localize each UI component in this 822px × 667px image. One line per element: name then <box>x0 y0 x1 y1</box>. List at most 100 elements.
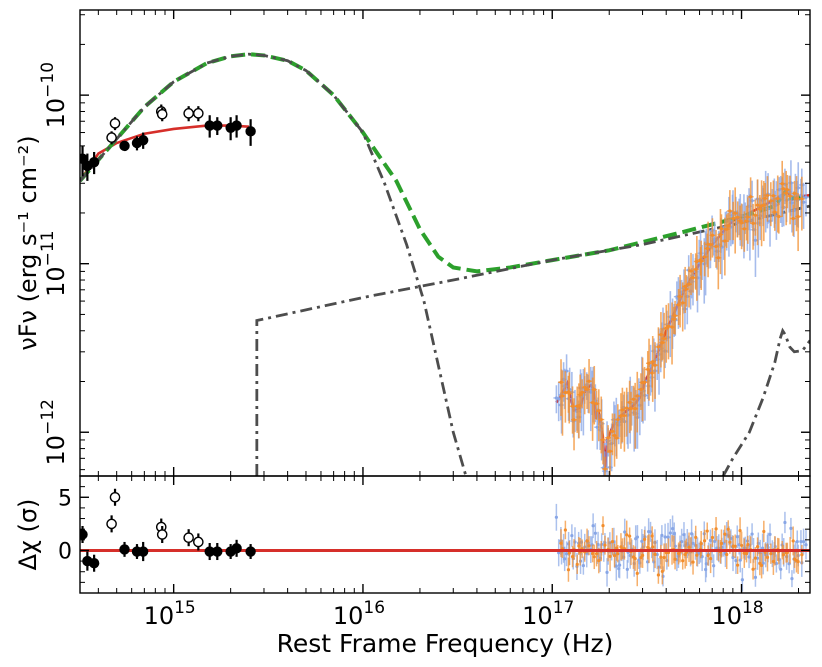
data-point <box>792 191 797 195</box>
data-point <box>592 387 596 392</box>
data-point <box>800 197 804 201</box>
data-point <box>687 282 691 286</box>
xray-residual <box>597 547 601 574</box>
residual-point <box>790 577 794 581</box>
xray-residual <box>659 544 663 570</box>
data-point <box>616 417 620 422</box>
xray-point <box>672 300 679 335</box>
residual-point <box>750 532 754 536</box>
xray-point <box>652 342 659 399</box>
data-point <box>662 336 666 341</box>
data-point <box>583 385 587 389</box>
xray-residual <box>758 551 762 576</box>
xray-point <box>770 180 777 215</box>
xray-residual <box>673 548 677 570</box>
data-point <box>572 418 576 422</box>
data-point <box>664 326 668 330</box>
residual-point <box>725 552 729 557</box>
xray-residual <box>653 540 657 569</box>
residual-point <box>705 529 709 533</box>
residual-point <box>783 520 787 525</box>
data-point <box>736 215 740 219</box>
data-point <box>585 387 589 391</box>
xray-line-component <box>721 327 810 476</box>
data-point <box>716 256 720 260</box>
residual-point <box>719 541 724 546</box>
optical-uv-open-point <box>106 131 117 145</box>
residual-point <box>612 553 617 558</box>
tick-base: 10 <box>42 435 70 466</box>
xray-point <box>774 175 781 233</box>
residual-point <box>734 558 738 563</box>
tick-exponent: 17 <box>553 598 575 618</box>
residual-point <box>635 571 639 575</box>
x-axis-label: Rest Frame Frequency (Hz) <box>277 629 614 658</box>
xray-residual <box>594 540 599 567</box>
residual-point <box>759 563 764 568</box>
data-point <box>691 276 695 280</box>
residual-point <box>623 530 627 534</box>
xray-point <box>732 187 739 254</box>
data-point <box>723 239 727 243</box>
xray-point <box>709 218 716 258</box>
data-point <box>557 397 561 401</box>
tick-exponent: 16 <box>363 598 385 618</box>
residual-point <box>594 552 599 556</box>
tick-base: 10 <box>42 266 70 297</box>
residual-point <box>736 563 740 567</box>
xray-point <box>598 396 605 454</box>
xray-residual <box>591 544 595 563</box>
xray-point <box>698 240 705 290</box>
residual-point <box>106 518 117 530</box>
data-point <box>608 449 612 453</box>
data-point <box>790 201 794 205</box>
xray-residual <box>740 567 744 592</box>
residual-point <box>581 563 585 568</box>
xray-residual <box>768 523 772 546</box>
tick-base: 10 <box>522 602 553 630</box>
xray-residual <box>581 556 585 575</box>
residual-point <box>755 545 760 549</box>
xray-point <box>790 204 797 236</box>
residual-point <box>789 526 793 530</box>
residual-point <box>567 551 571 555</box>
residual-point <box>88 558 100 569</box>
xray-point <box>726 190 733 241</box>
xray-point <box>783 170 790 226</box>
xray-point <box>566 372 573 424</box>
data-point <box>796 214 800 219</box>
residual-point <box>670 526 675 531</box>
residual-point <box>605 570 609 574</box>
data-point <box>668 315 672 319</box>
data-point <box>633 407 637 411</box>
data-point <box>631 397 636 401</box>
residual-point <box>712 564 716 568</box>
data-point <box>758 207 762 211</box>
data-point <box>639 387 643 391</box>
data-point <box>204 120 215 131</box>
data-point <box>769 199 773 203</box>
residual-point <box>753 556 757 560</box>
residual-point <box>731 555 735 560</box>
data-point <box>651 360 655 364</box>
optical-uv-filled-point <box>212 117 223 136</box>
data-point <box>119 140 130 152</box>
y-tick-label: 10−11 <box>38 230 70 296</box>
data-point <box>719 227 724 231</box>
data-point <box>567 391 571 396</box>
residual-point <box>765 555 770 559</box>
xray-point <box>571 398 578 451</box>
residual-point <box>563 557 567 561</box>
xray-residual <box>660 558 664 585</box>
xray-point <box>555 381 562 422</box>
xray-point <box>665 303 672 360</box>
data-point <box>781 187 786 191</box>
data-point <box>726 224 730 228</box>
data-point <box>591 400 595 405</box>
data-point <box>703 255 707 259</box>
residual-point <box>587 544 591 548</box>
xray-residual <box>563 520 567 540</box>
residual-point <box>563 528 567 532</box>
data-point <box>183 108 194 119</box>
xray-residual <box>566 557 571 582</box>
